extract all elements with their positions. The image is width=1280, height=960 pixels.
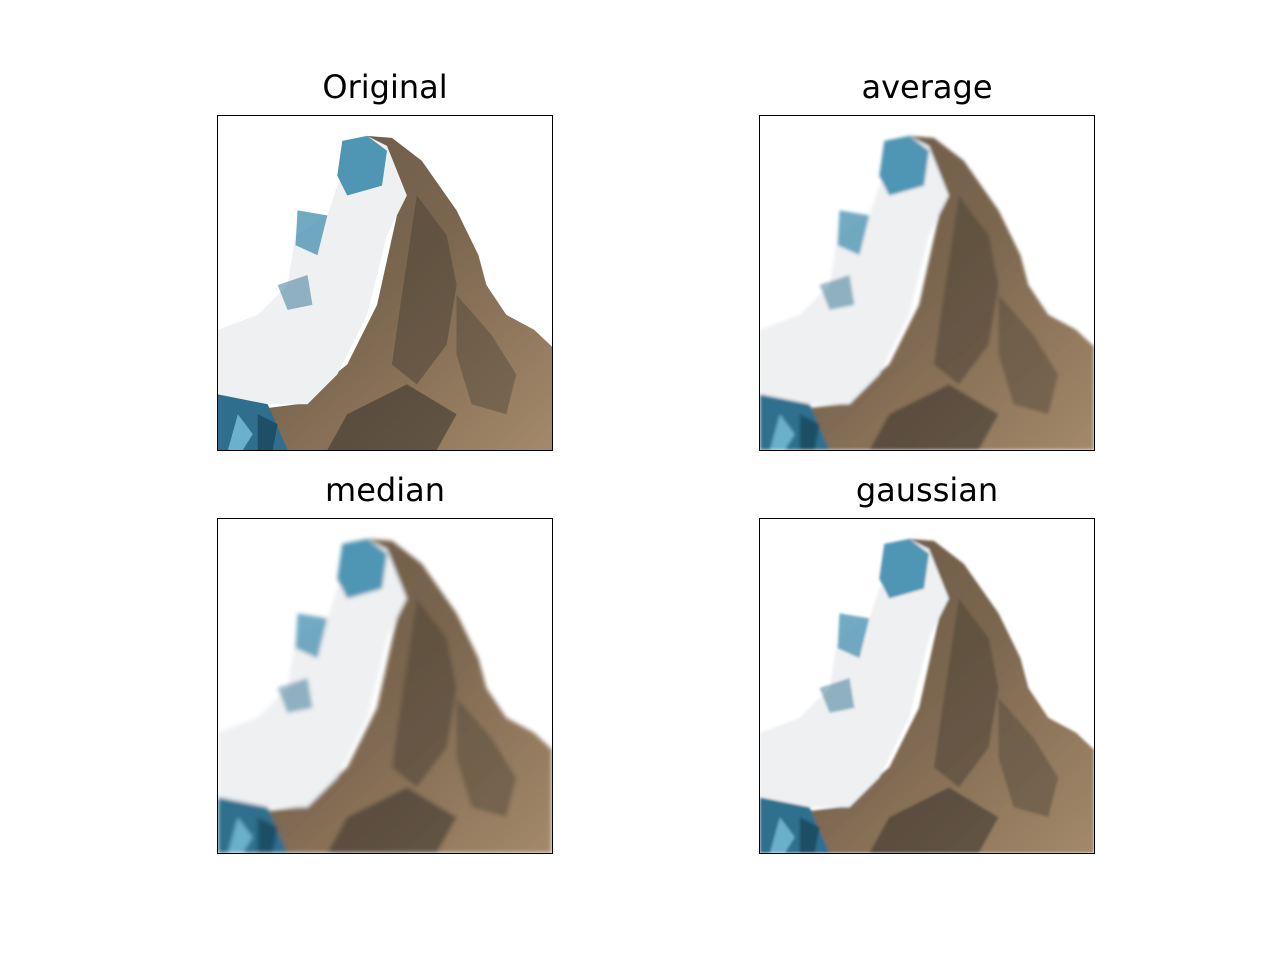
mountain-image [218, 116, 552, 450]
image-axes [759, 115, 1095, 451]
subplot-median: median [217, 518, 553, 854]
subplot-title: average [759, 67, 1095, 107]
subplot-average: average [759, 115, 1095, 451]
subplot-original: Original [217, 115, 553, 451]
subplot-gaussian: gaussian [759, 518, 1095, 854]
mountain-image [760, 116, 1094, 450]
mountain-image [218, 519, 552, 853]
image-axes [217, 115, 553, 451]
image-axes [217, 518, 553, 854]
subplot-title: gaussian [759, 470, 1095, 510]
mountain-image [760, 519, 1094, 853]
subplot-title: median [217, 470, 553, 510]
subplot-title: Original [217, 67, 553, 107]
image-axes [759, 518, 1095, 854]
